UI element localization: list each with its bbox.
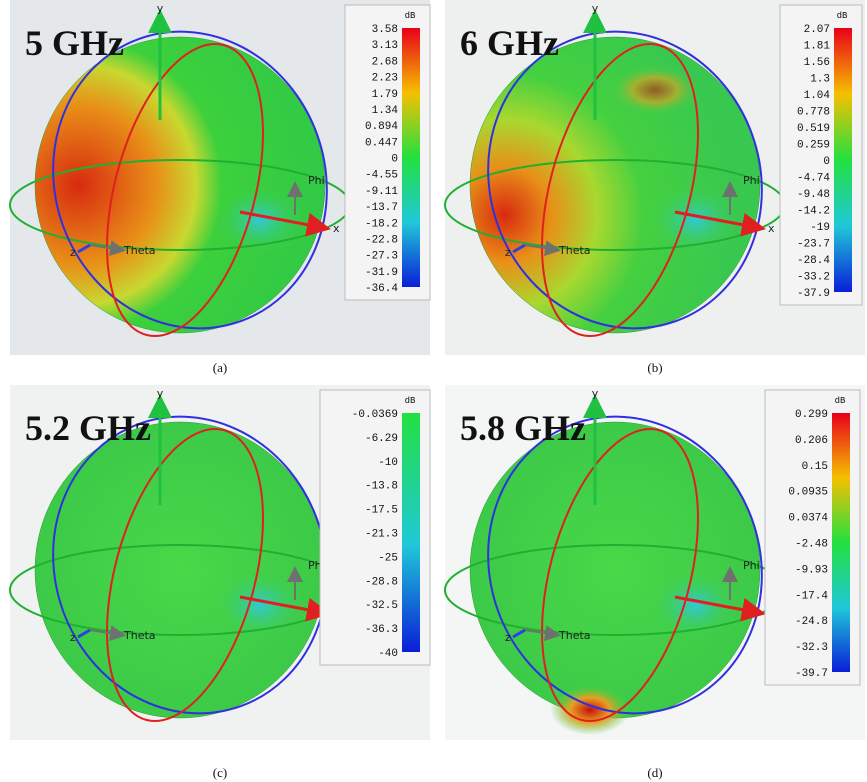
colorbar-tick-label: -33.2	[797, 272, 830, 284]
colorbar-tick-label: -37.9	[797, 288, 830, 300]
frequency-label: 5.2 GHz	[25, 408, 151, 448]
colorbar-tick-label: 3.58	[372, 24, 398, 36]
colorbar-tick-label: -17.5	[365, 505, 398, 517]
colorbar-tick-label: -40	[378, 648, 398, 660]
axis-label: z	[505, 246, 511, 259]
colorbar-tick-label: -13.7	[365, 202, 398, 214]
pattern-surface	[470, 422, 760, 718]
colorbar-tick-label: -17.4	[795, 590, 828, 602]
colorbar-tick-label: -0.0369	[352, 409, 398, 421]
colorbar	[832, 413, 850, 672]
panel: y x z Theta Phi 6 GHz dB 2.07 1.81 1.56 1.3 1.04 0.7…	[445, 0, 865, 375]
frequency-label: 5.8 GHz	[460, 408, 586, 448]
colorbar-tick-label: 0.206	[795, 435, 828, 447]
colorbar-tick-label: -4.55	[365, 170, 398, 182]
caption: (a)	[213, 360, 227, 375]
colorbar-tick-label: -22.8	[365, 234, 398, 246]
colorbar-tick-label: -13.8	[365, 481, 398, 493]
axis-label: Theta	[123, 244, 156, 257]
colorbar-tick-label: -9.48	[797, 189, 830, 201]
colorbar-tick-label: 1.79	[372, 89, 398, 101]
colorbar-tick-label: 0.447	[365, 137, 398, 149]
colorbar-tick-label: 1.04	[804, 90, 831, 102]
axis-label: y	[592, 387, 599, 400]
colorbar-tick-label: -32.5	[365, 600, 398, 612]
colorbar-tick-label: 0.15	[802, 461, 828, 473]
colorbar-tick-label: -28.4	[797, 255, 830, 267]
colorbar-tick-label: 2.23	[372, 73, 398, 85]
colorbar-tick-label: -6.29	[365, 433, 398, 445]
colorbar-tick-label: -9.11	[365, 186, 398, 198]
colorbar-tick-label: 0.299	[795, 409, 828, 421]
axis-label: y	[592, 2, 599, 15]
axis-label: y	[157, 387, 164, 400]
axis-label: z	[70, 246, 76, 259]
colorbar-tick-label: -23.7	[797, 239, 830, 251]
colorbar-tick-label: -24.8	[795, 616, 828, 628]
colorbar-tick-label: -27.3	[365, 251, 398, 263]
colorbar-unit: dB	[837, 11, 848, 21]
colorbar-tick-label: -9.93	[795, 564, 828, 576]
colorbar-tick-label: -10	[378, 457, 398, 469]
axis-label: z	[505, 631, 511, 644]
axis-label: x	[333, 222, 340, 235]
colorbar-unit: dB	[835, 396, 846, 406]
axis-label: Theta	[558, 244, 591, 257]
colorbar-tick-label: 0.778	[797, 107, 830, 119]
frequency-label: 6 GHz	[460, 23, 559, 63]
colorbar-tick-label: -4.74	[797, 173, 830, 185]
colorbar-tick-label: -28.8	[365, 576, 398, 588]
colorbar-tick-label: 0.0374	[788, 513, 828, 525]
colorbar-tick-label: -19	[810, 222, 830, 234]
axis-label: Theta	[558, 629, 591, 642]
colorbar-tick-label: 1.81	[804, 41, 831, 53]
colorbar-unit: dB	[405, 396, 416, 406]
colorbar-tick-label: -18.2	[365, 218, 398, 230]
caption: (c)	[213, 765, 227, 780]
axis-label: Theta	[123, 629, 156, 642]
colorbar-unit: dB	[405, 11, 416, 21]
colorbar	[402, 413, 420, 652]
colorbar-tick-label: 2.07	[804, 24, 830, 36]
panel: yxzThetaPhi5.8 GHzdB0.2990.2060.150.0935…	[445, 378, 865, 780]
frequency-label: 5 GHz	[25, 23, 124, 63]
colorbar-tick-label: 1.34	[372, 105, 399, 117]
axis-label: z	[70, 631, 76, 644]
colorbar-tick-label: -31.9	[365, 267, 398, 279]
colorbar-tick-label: 0.519	[797, 123, 830, 135]
axis-label: x	[768, 222, 775, 235]
colorbar-tick-label: 2.68	[372, 56, 398, 68]
figure: y x z Theta Phi 5 GHz dB 3.58 3.13 2.68 2.23 1.79 1.…	[0, 0, 867, 782]
colorbar-tick-label: 0	[823, 156, 830, 168]
colorbar-tick-label: -21.3	[365, 529, 398, 541]
colorbar-tick-label: -32.3	[795, 642, 828, 654]
panel: y x z Theta Phi 5 GHz dB 3.58 3.13 2.68 2.23 1.79 1.…	[10, 0, 430, 375]
colorbar-tick-label: 0	[391, 154, 398, 166]
colorbar	[402, 28, 420, 287]
caption: (b)	[647, 360, 662, 375]
axis-label: Phi	[308, 174, 325, 187]
colorbar-tick-label: 1.3	[810, 74, 830, 86]
colorbar-tick-label: 3.13	[372, 40, 398, 52]
colorbar-tick-label: -2.48	[795, 539, 828, 551]
colorbar-tick-label: 0.259	[797, 140, 830, 152]
pattern-surface	[35, 422, 325, 718]
colorbar-tick-label: -25	[378, 552, 398, 564]
axis-label: y	[157, 2, 164, 15]
colorbar	[834, 28, 852, 292]
colorbar-tick-label: 0.0935	[788, 487, 828, 499]
caption: (d)	[647, 765, 662, 780]
colorbar-tick-label: -36.4	[365, 283, 398, 295]
colorbar-tick-label: 0.894	[365, 121, 398, 133]
axis-label: Phi	[743, 559, 760, 572]
colorbar-tick-label: 1.56	[804, 57, 830, 69]
colorbar-tick-label: -36.3	[365, 624, 398, 636]
pattern-surface	[35, 37, 325, 333]
axis-label: Phi	[743, 174, 760, 187]
colorbar-tick-label: -39.7	[795, 668, 828, 680]
colorbar-tick-label: -14.2	[797, 206, 830, 218]
